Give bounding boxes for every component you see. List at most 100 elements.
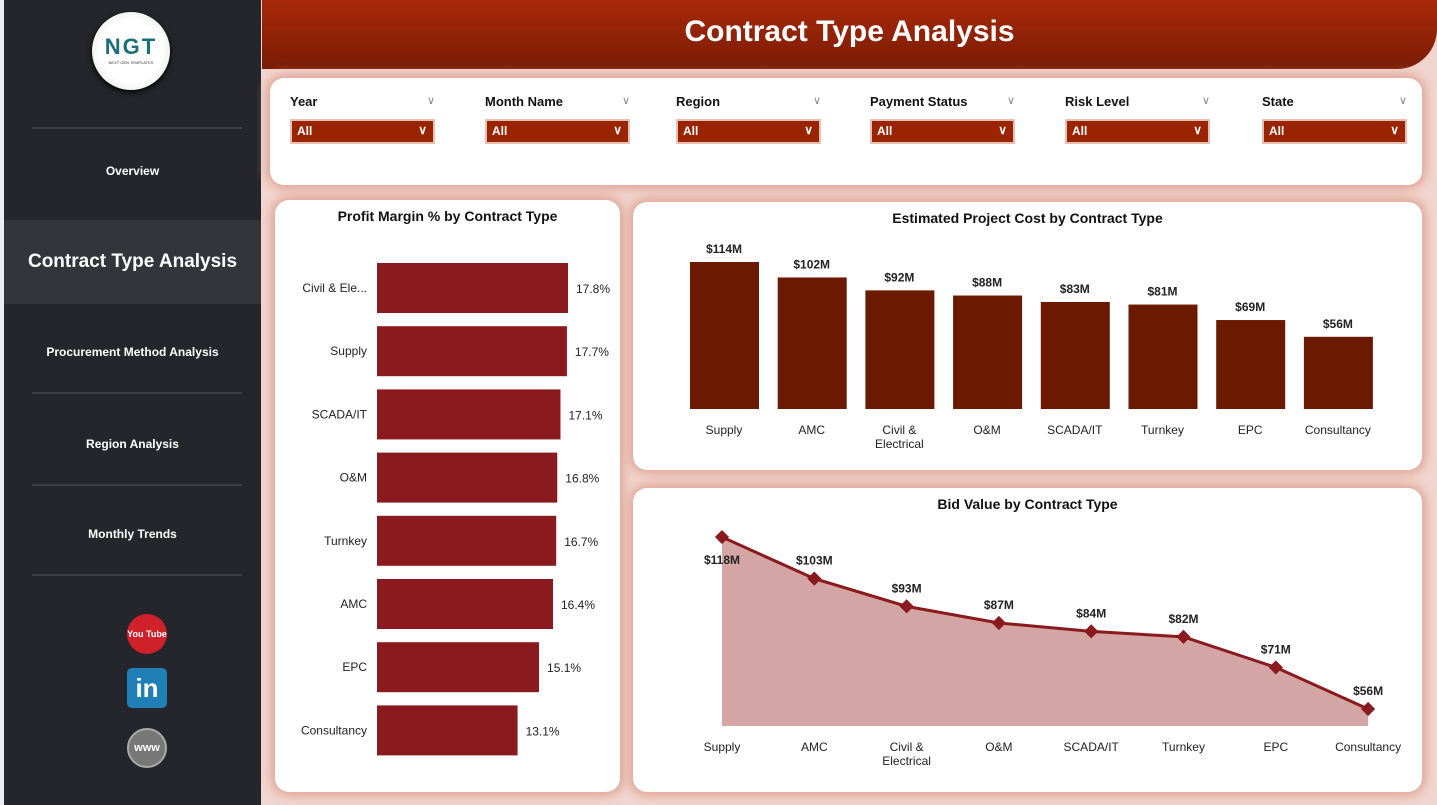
bar bbox=[377, 515, 557, 566]
bar bbox=[1216, 320, 1286, 409]
nav-region-analysis[interactable]: Region Analysis bbox=[86, 437, 179, 451]
data-point bbox=[807, 571, 822, 586]
data-label: 16.7% bbox=[564, 535, 598, 549]
chevron-down-icon[interactable]: ∨ bbox=[812, 95, 821, 107]
nav-procurement-method-analysis[interactable]: Procurement Method Analysis bbox=[46, 345, 219, 359]
category-label: Supply bbox=[330, 344, 367, 358]
chevron-down-icon: ∨ bbox=[1193, 123, 1202, 137]
category-label: O&M bbox=[340, 471, 367, 485]
category-label: EPC bbox=[342, 660, 367, 674]
bar bbox=[377, 389, 561, 440]
nav-overview[interactable]: Overview bbox=[105, 164, 160, 178]
category-label: Civil & Ele... bbox=[302, 281, 367, 295]
data-label: $102M bbox=[793, 257, 830, 271]
website-icon[interactable]: www bbox=[127, 728, 167, 768]
filter-value: All bbox=[492, 124, 508, 138]
ngt-logo: NGT NEXT GEN TEMPLATES bbox=[92, 12, 170, 90]
bid-value-chart: Bid Value by Contract Type $118M Supply $1… bbox=[633, 488, 1422, 792]
bar bbox=[377, 263, 568, 313]
data-label: $88M bbox=[972, 276, 1002, 290]
category-label: EPC bbox=[1263, 740, 1288, 754]
divider bbox=[32, 574, 242, 576]
youtube-icon[interactable]: You Tube bbox=[127, 614, 167, 654]
bar bbox=[377, 579, 553, 629]
nav-contract-type-analysis[interactable]: Contract Type Analysis bbox=[4, 220, 261, 304]
data-label: $56M bbox=[1353, 684, 1383, 698]
data-label: 17.8% bbox=[576, 282, 610, 296]
category-label: Consultancy bbox=[301, 723, 367, 737]
chevron-down-icon[interactable]: ∨ bbox=[1201, 95, 1210, 107]
filter-value: All bbox=[297, 124, 313, 138]
data-label: $82M bbox=[1168, 612, 1198, 626]
data-label: $114M bbox=[706, 242, 742, 256]
filter-label: Region bbox=[676, 94, 721, 109]
data-label: 15.1% bbox=[547, 661, 581, 675]
category-label: SCADA/IT bbox=[1047, 423, 1103, 437]
chevron-down-icon: ∨ bbox=[1390, 123, 1399, 137]
bar bbox=[953, 295, 1023, 409]
data-label: $87M bbox=[984, 598, 1014, 612]
filter-year: Year ∨ All ∨ bbox=[290, 94, 435, 144]
category-label: O&M bbox=[973, 423, 1000, 437]
category-label: EPC bbox=[1238, 423, 1263, 437]
series-line bbox=[721, 535, 1369, 711]
data-label: $92M bbox=[884, 270, 914, 284]
data-label: $84M bbox=[1076, 606, 1106, 620]
chevron-down-icon[interactable]: ∨ bbox=[1006, 95, 1015, 107]
data-label: $118M bbox=[704, 553, 740, 567]
category-label: Turnkey bbox=[1141, 423, 1184, 437]
filter-label: State bbox=[1262, 94, 1294, 109]
bar bbox=[377, 705, 518, 756]
filter-risk-level: Risk Level ∨ All ∨ bbox=[1065, 94, 1210, 144]
chevron-down-icon: ∨ bbox=[418, 123, 427, 137]
filter-select[interactable]: All ∨ bbox=[1065, 119, 1210, 144]
bar bbox=[377, 642, 540, 693]
data-label: 17.7% bbox=[575, 345, 609, 359]
data-label: 13.1% bbox=[526, 724, 560, 738]
bar bbox=[377, 326, 567, 377]
filter-label: Risk Level bbox=[1065, 94, 1130, 109]
chevron-down-icon[interactable]: ∨ bbox=[1398, 95, 1407, 107]
nav-monthly-trends[interactable]: Monthly Trends bbox=[88, 527, 177, 541]
chevron-down-icon: ∨ bbox=[998, 123, 1007, 137]
filter-value: All bbox=[1072, 124, 1088, 138]
filter-select[interactable]: All ∨ bbox=[1262, 119, 1407, 144]
chart-title: Profit Margin % by Contract Type bbox=[337, 208, 558, 224]
data-point bbox=[1176, 629, 1191, 644]
filter-select[interactable]: All ∨ bbox=[290, 119, 435, 144]
linkedin-icon[interactable]: in bbox=[127, 668, 167, 708]
category-label: Supply bbox=[706, 423, 743, 437]
data-label: $56M bbox=[1323, 317, 1353, 331]
filter-select[interactable]: All ∨ bbox=[485, 119, 630, 144]
bar bbox=[1040, 301, 1110, 409]
data-label: 16.4% bbox=[561, 598, 595, 612]
chevron-down-icon[interactable]: ∨ bbox=[621, 95, 630, 107]
filter-panel: Year ∨ All ∨ Month Name ∨ All ∨ Region ∨ All ∨ Payme… bbox=[270, 78, 1422, 185]
bar bbox=[377, 452, 558, 503]
filter-value: All bbox=[683, 124, 699, 138]
category-label: SCADA/IT bbox=[1064, 740, 1120, 754]
divider bbox=[32, 392, 242, 394]
category-label: Turnkey bbox=[1162, 740, 1205, 754]
page-title: Contract Type Analysis bbox=[262, 0, 1437, 69]
category-label: AMC bbox=[798, 423, 825, 437]
sidebar: NGT NEXT GEN TEMPLATES Overview Contract … bbox=[0, 0, 261, 805]
data-label: $71M bbox=[1261, 642, 1291, 656]
bar bbox=[1303, 336, 1373, 409]
filter-month-name: Month Name ∨ All ∨ bbox=[485, 94, 630, 144]
profit-margin-chart: Profit Margin % by Contract Type Civil &… bbox=[275, 200, 620, 792]
chevron-down-icon: ∨ bbox=[613, 123, 622, 137]
filter-label: Month Name bbox=[485, 94, 563, 109]
category-label: Consultancy bbox=[1305, 423, 1371, 437]
filter-payment-status: Payment Status ∨ All ∨ bbox=[870, 94, 1015, 144]
filter-select[interactable]: All ∨ bbox=[870, 119, 1015, 144]
filter-select[interactable]: All ∨ bbox=[676, 119, 821, 144]
filter-value: All bbox=[1269, 124, 1285, 138]
chevron-down-icon[interactable]: ∨ bbox=[426, 95, 435, 107]
filter-value: All bbox=[877, 124, 893, 138]
category-label: Turnkey bbox=[324, 534, 367, 548]
data-label: $83M bbox=[1060, 282, 1090, 296]
category-label: Civil & Electrical bbox=[875, 423, 924, 451]
bar bbox=[777, 277, 847, 409]
data-label: $69M bbox=[1235, 300, 1265, 314]
